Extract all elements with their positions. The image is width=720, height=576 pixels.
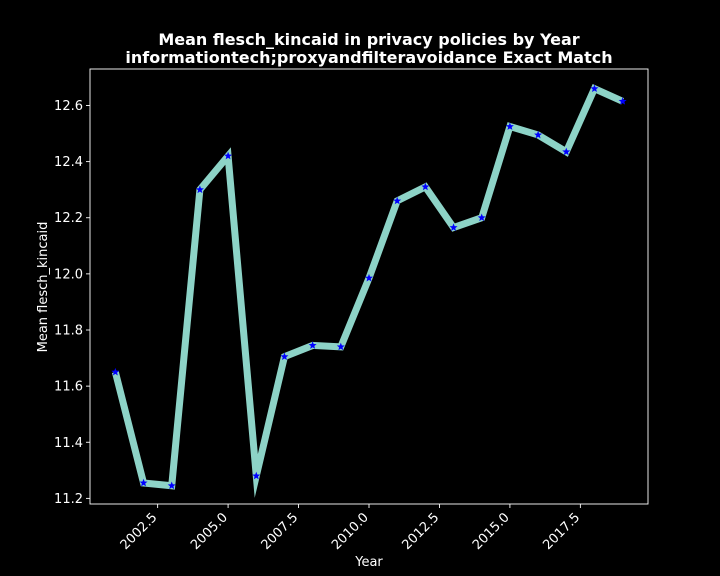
data-point-marker	[111, 367, 120, 376]
y-tick-label: 11.4	[54, 436, 83, 451]
y-tick-label: 12.2	[54, 211, 83, 226]
y-tick-label: 12.0	[54, 267, 83, 282]
data-point-marker	[365, 273, 373, 282]
data-point-marker	[308, 341, 317, 349]
data-point-marker	[393, 196, 402, 205]
data-point-marker	[449, 223, 458, 231]
series-layer	[111, 84, 627, 498]
data-point-marker	[562, 147, 571, 156]
y-tick-label: 12.4	[54, 155, 83, 170]
data-point-marker	[618, 97, 627, 105]
data-point-marker	[421, 182, 430, 191]
plot-frame	[89, 68, 649, 505]
y-tick-label: 11.8	[54, 324, 83, 339]
data-point-marker	[167, 481, 176, 490]
y-axis-label: Mean flesch_kincaid	[36, 222, 51, 353]
data-point-marker	[280, 352, 289, 361]
data-point-marker	[139, 478, 148, 487]
data-point-marker	[195, 185, 204, 194]
chart-title: Mean flesch_kincaid in privacy policies …	[158, 30, 579, 49]
data-point-marker	[505, 122, 514, 130]
y-tick-label: 12.6	[54, 99, 83, 114]
data-point-marker	[477, 213, 486, 222]
data-point-marker	[224, 151, 233, 160]
data-point-marker	[252, 471, 261, 480]
data-point-marker	[590, 84, 599, 93]
data-point-marker	[336, 342, 345, 351]
x-axis-label: Year	[354, 555, 383, 570]
y-axis-ticks: 11.2 11.4 11.6 11.8 12.0 12.2 12.4 12.6	[54, 99, 90, 507]
chart-subtitle: informationtech;proxyandfilteravoidance …	[125, 48, 612, 67]
data-point-marker	[534, 130, 543, 139]
y-tick-label: 11.6	[54, 380, 83, 395]
y-tick-label: 11.2	[54, 492, 83, 507]
